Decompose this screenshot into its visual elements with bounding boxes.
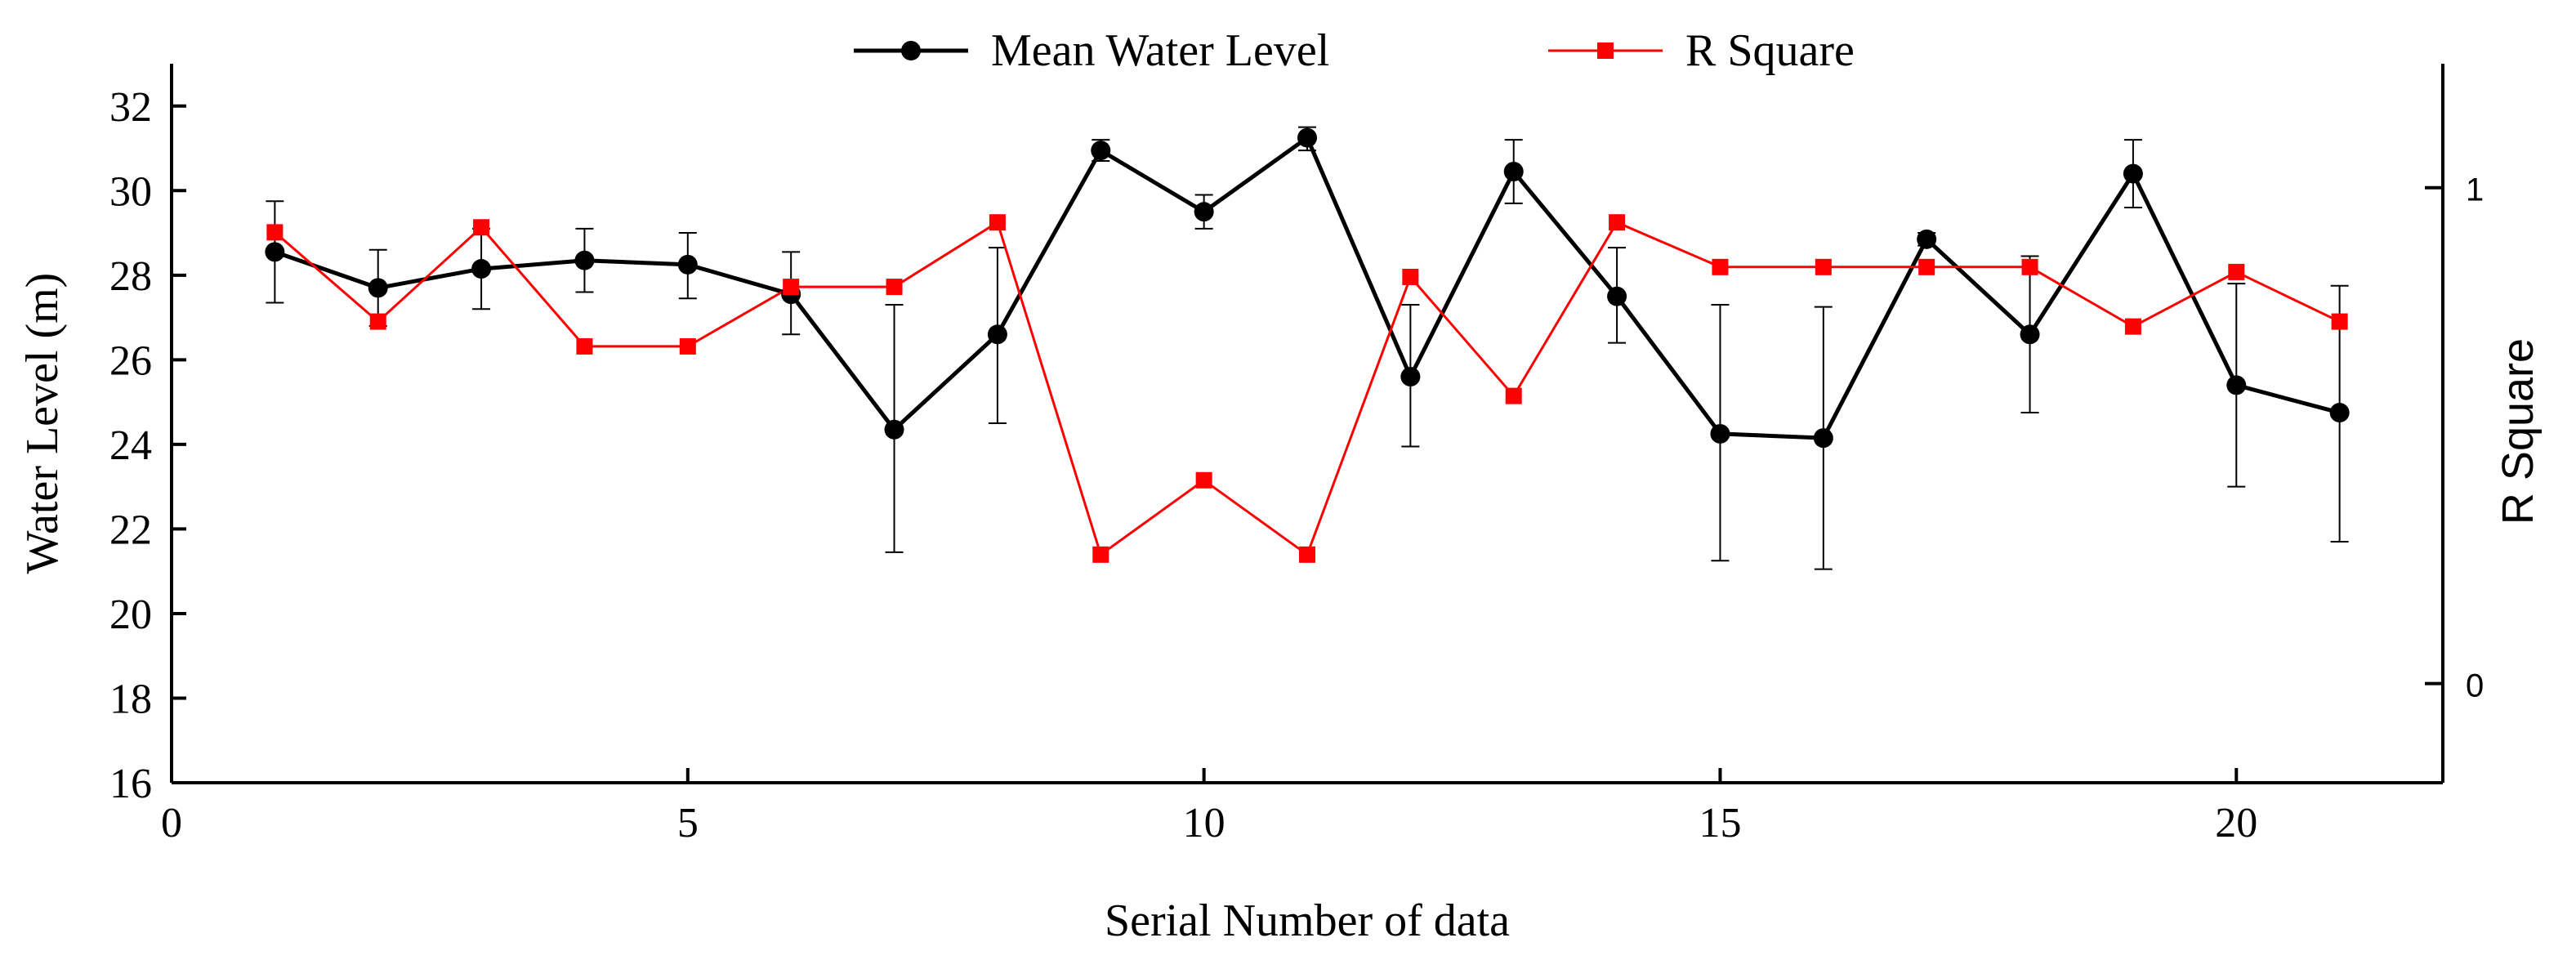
data-point-r-square: [1299, 546, 1315, 563]
data-point-mean-water-level: [1297, 127, 1317, 148]
data-point-mean-water-level: [2123, 163, 2143, 184]
x-tick-label: 20: [2215, 800, 2257, 846]
data-point-mean-water-level: [1607, 286, 1627, 306]
y-tick-label: 22: [109, 507, 152, 553]
y-tick-label: 24: [109, 422, 152, 469]
y-tick-label: 26: [109, 337, 152, 384]
axes: 0 5 10 15 20 16 18 20 22 24 26 28 30 32 0 1: [109, 64, 2484, 846]
data-point-r-square: [2228, 263, 2245, 280]
data-point-r-square: [576, 337, 593, 355]
y-tick-label: 28: [109, 253, 152, 300]
legend-marker-r-square: [1597, 42, 1614, 59]
y2-tick-label: 0: [2466, 668, 2484, 704]
y2-axis-title: R Square: [2493, 338, 2543, 525]
data-point-mean-water-level: [1400, 367, 1421, 387]
legend-label-mean-water-level: Mean Water Level: [991, 25, 1329, 76]
data-point-mean-water-level: [471, 259, 492, 279]
data-point-mean-water-level: [987, 324, 1007, 345]
data-point-mean-water-level: [1194, 202, 1214, 222]
data-point-r-square: [2124, 318, 2141, 335]
legend-label-r-square: R Square: [1685, 25, 1855, 76]
x-tick-label: 5: [677, 800, 699, 846]
data-point-r-square: [1195, 471, 1212, 489]
data-point-mean-water-level: [265, 242, 285, 262]
y-tick-label: 20: [109, 592, 152, 638]
data-point-r-square: [1609, 214, 1626, 231]
x-axis-title: Serial Number of data: [1105, 895, 1510, 946]
data-point-mean-water-level: [1917, 229, 1937, 249]
legend: Mean Water Level R Square: [854, 25, 1855, 76]
x-tick-label: 15: [1699, 800, 1741, 846]
data-point-r-square: [1712, 258, 1729, 275]
y-axis-title: Water Level (m): [17, 273, 68, 574]
data-point-r-square: [679, 337, 696, 355]
data-point-mean-water-level: [2020, 324, 2040, 345]
data-point-r-square: [266, 224, 283, 241]
series-markers: [265, 127, 2350, 563]
data-point-r-square: [2021, 258, 2038, 275]
data-point-mean-water-level: [677, 254, 698, 275]
data-point-mean-water-level: [1091, 141, 1111, 161]
y2-tick-label: 1: [2466, 172, 2484, 208]
data-point-r-square: [369, 313, 386, 330]
data-point-r-square: [886, 279, 903, 296]
data-point-mean-water-level: [2329, 403, 2350, 423]
data-point-mean-water-level: [1710, 423, 1730, 444]
data-point-r-square: [989, 214, 1006, 231]
data-point-mean-water-level: [368, 278, 388, 298]
data-point-mean-water-level: [1503, 162, 1524, 181]
data-point-r-square: [1505, 387, 1522, 404]
data-point-r-square: [1918, 258, 1935, 275]
data-point-mean-water-level: [884, 419, 904, 440]
x-tick-label: 0: [161, 800, 182, 846]
y-tick-label: 30: [109, 168, 152, 215]
legend-marker-mean-water-level: [901, 41, 921, 60]
data-point-r-square: [783, 279, 800, 296]
y-tick-label: 18: [109, 676, 152, 722]
x-tick-label: 10: [1183, 800, 1225, 846]
data-point-r-square: [2331, 313, 2348, 330]
data-point-mean-water-level: [2226, 375, 2247, 395]
data-point-r-square: [1815, 258, 1832, 275]
data-point-r-square: [1402, 268, 1419, 285]
data-point-r-square: [1092, 546, 1109, 563]
data-point-mean-water-level: [574, 250, 595, 270]
y-tick-label: 32: [109, 84, 152, 131]
y-tick-label: 16: [109, 761, 152, 807]
data-point-mean-water-level: [1813, 428, 1833, 449]
data-point-r-square: [473, 219, 490, 236]
